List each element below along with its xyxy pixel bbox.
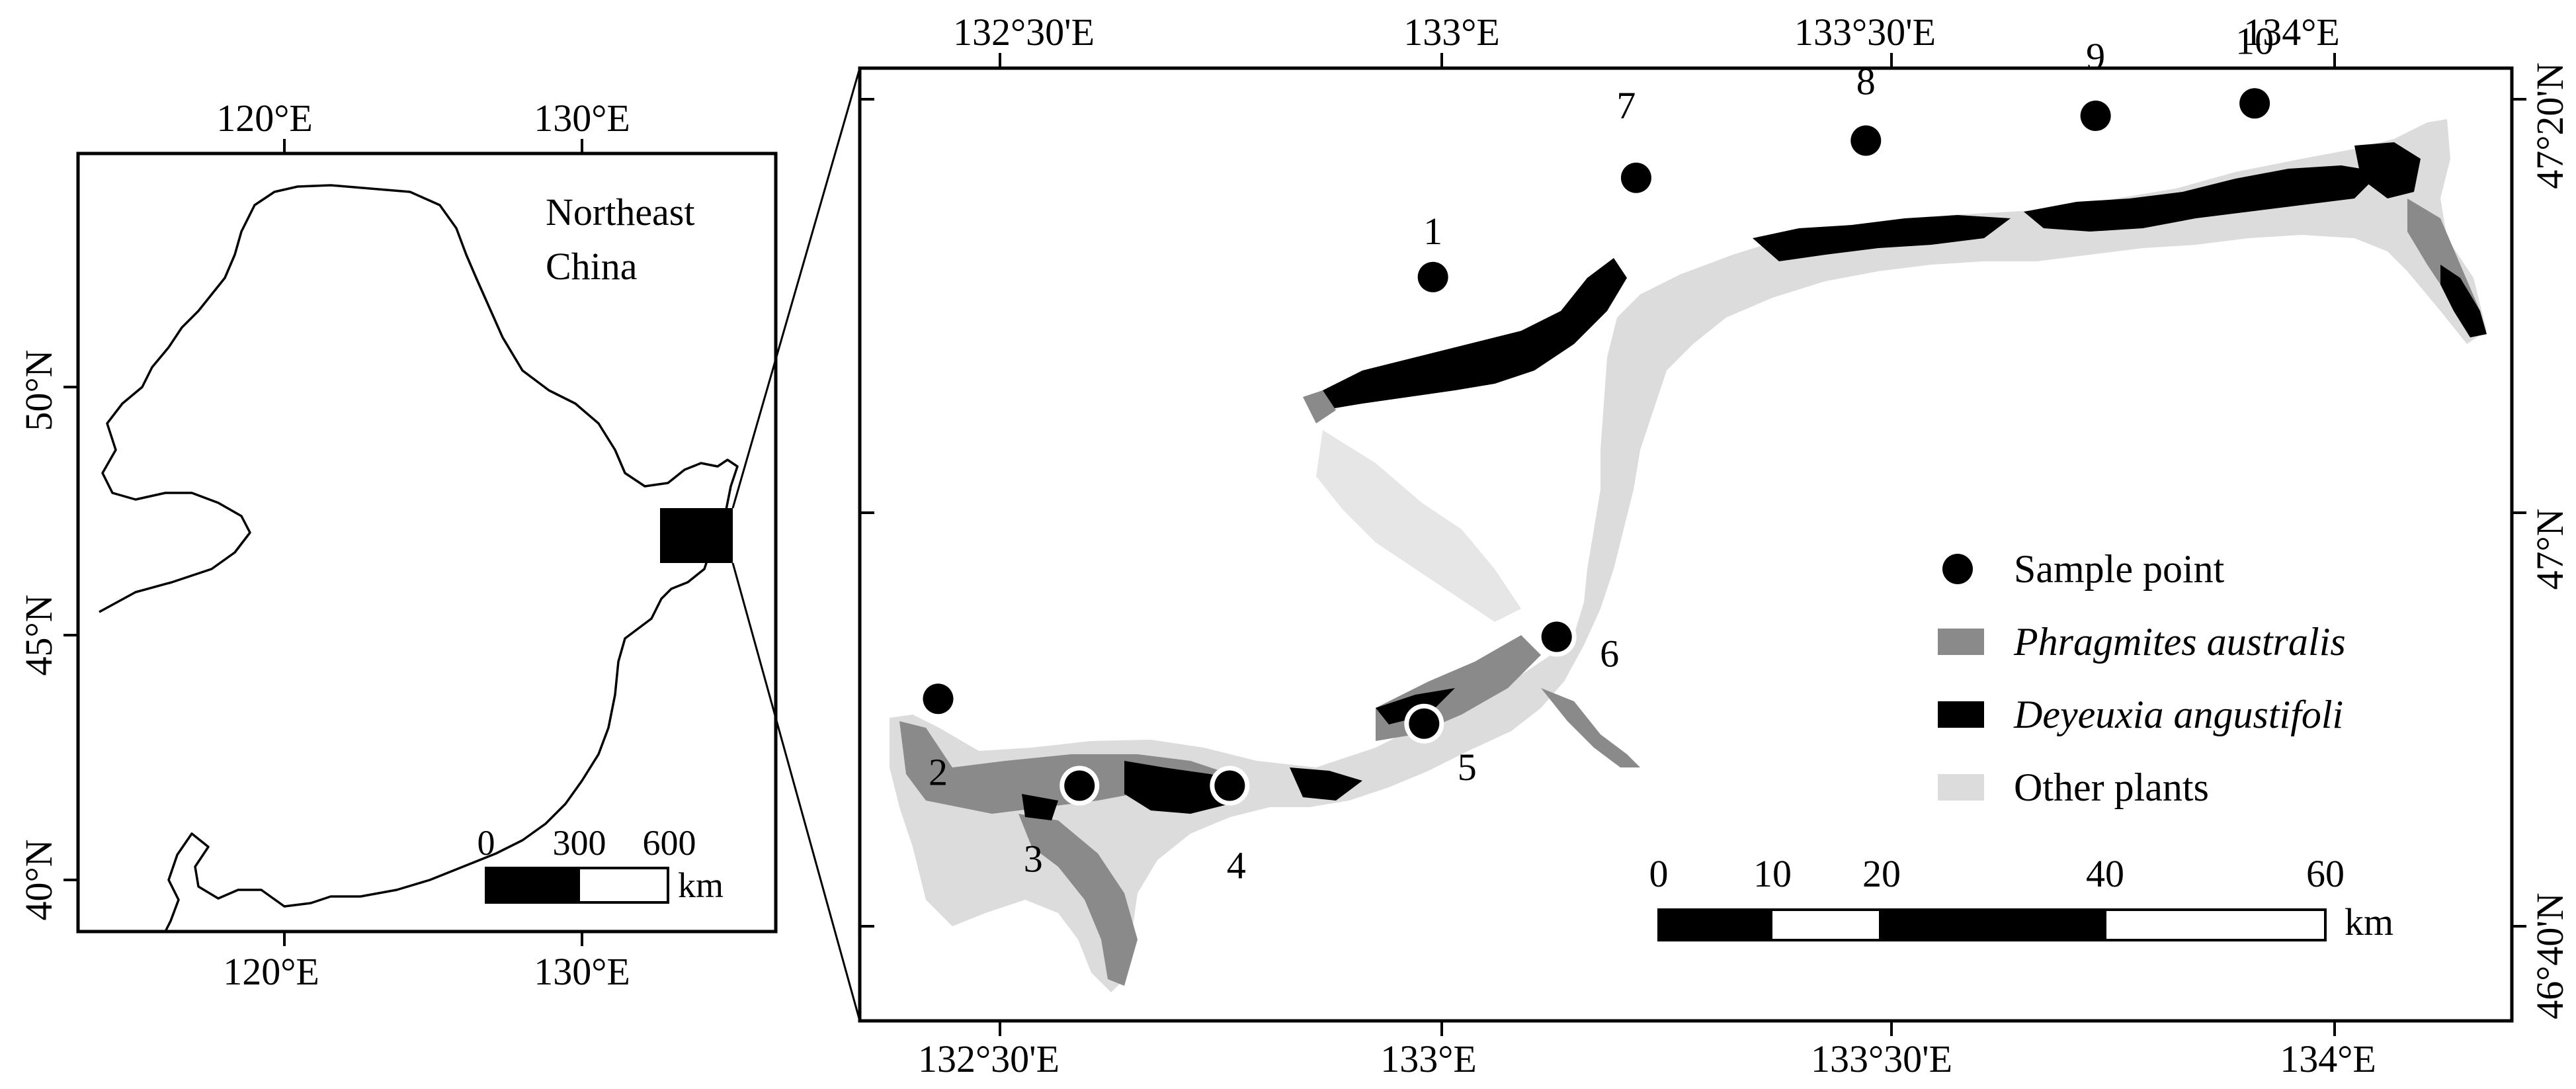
sample-point-8 <box>1850 125 1882 156</box>
deyeuxia-angustifoli-area <box>1290 767 1362 801</box>
detail-lon-tick-label: 132°30'E <box>953 11 1095 54</box>
overview-scale-bar: 0 300 600 km <box>478 823 724 905</box>
deyeuxia-angustifoli-area <box>1022 794 1058 820</box>
sample-point-1 <box>1417 261 1448 292</box>
deyeuxia-angustifoli-area <box>1124 761 1243 814</box>
sample-point-label: 7 <box>1616 84 1636 127</box>
legend-swatch-point <box>1942 554 1973 584</box>
scale-unit-label: km <box>678 865 724 905</box>
sample-point-label: 3 <box>1024 838 1043 881</box>
legend-label: Other plants <box>2014 765 2209 809</box>
deyeuxia-angustifoli-area <box>1309 258 1627 410</box>
legend-swatch-patch <box>1938 629 1984 655</box>
sample-point-7 <box>1620 162 1651 193</box>
scale-value-label: 10 <box>1753 852 1792 895</box>
wetland-vegetation <box>890 119 2487 992</box>
overview-lat-tick-label: 50°N <box>17 349 60 431</box>
sample-point-label: 5 <box>1458 746 1477 789</box>
scale-value-label: 600 <box>643 823 696 863</box>
sample-point-10 <box>2239 88 2270 119</box>
detail-lon-tick-label: 133°30'E <box>1811 1037 1952 1080</box>
region-label: China <box>546 245 638 288</box>
overview-lat-tick-label: 45°N <box>17 594 60 675</box>
phragmites-australis-area <box>1018 814 1138 986</box>
overview-lat-tick-label: 40°N <box>17 839 60 920</box>
sample-point-label: 4 <box>1227 844 1246 887</box>
sample-point-2 <box>923 683 954 715</box>
scale-value-label: 60 <box>2306 852 2345 895</box>
phragmites-australis-area <box>1541 688 1640 767</box>
detail-lon-tick-label: 133°30'E <box>1794 11 1936 54</box>
sample-point-4 <box>1214 770 1245 801</box>
overview-map-frame <box>76 152 778 934</box>
sample-point-label: 9 <box>2086 35 2105 78</box>
overview-lon-tick-label: 120°E <box>223 950 319 993</box>
overview-lon-tick-label: 120°E <box>216 97 313 140</box>
overview-lon-tick-label: 130°E <box>534 97 630 140</box>
northeast-china-outline <box>99 184 739 932</box>
sample-point-9 <box>2080 101 2111 131</box>
phragmites-australis-area <box>1303 390 1336 423</box>
region-label: Northeast <box>546 191 695 234</box>
sample-point-3 <box>1064 770 1095 801</box>
other-plants-area <box>1316 430 1521 622</box>
sample-point-label: 6 <box>1600 632 1619 675</box>
detail-lat-tick-label: 46°40'N <box>2528 893 2571 1020</box>
legend: Sample point Phragmites australis Deyeuxia… <box>1938 547 2346 809</box>
scale-value-label: 40 <box>2086 852 2124 895</box>
legend-swatch-patch <box>1938 701 1984 728</box>
sample-point-label: 2 <box>929 750 948 793</box>
sample-points: 1 2 3 4 5 6 7 8 9 10 <box>918 19 2275 887</box>
scale-value-label: 20 <box>1862 852 1901 895</box>
legend-label: Deyeuxia angustifoli <box>2013 693 2343 736</box>
deyeuxia-angustifoli-area <box>1753 215 2011 261</box>
detail-lon-tick-label: 134°E <box>2280 1037 2376 1080</box>
deyeuxia-angustifoli-area <box>2024 165 2381 232</box>
legend-swatch-patch <box>1938 774 1984 801</box>
sample-point-6 <box>1541 621 1572 652</box>
sample-point-5 <box>1409 708 1440 739</box>
study-area-marker <box>660 508 733 563</box>
legend-label: Phragmites australis <box>2013 620 2346 664</box>
detail-lat-tick-label: 47°20'N <box>2528 62 2571 189</box>
legend-label: Sample point <box>2014 547 2225 591</box>
scale-value-label: 0 <box>478 823 495 863</box>
other-plants-area <box>890 119 2487 992</box>
sample-point-label: 8 <box>1856 60 1876 103</box>
detail-lat-tick-label: 47°N <box>2528 508 2571 589</box>
detail-lon-tick-label: 132°30'E <box>918 1037 1059 1080</box>
detail-scale-bar: 0 10 20 40 60 km <box>1649 852 2394 943</box>
scale-unit-label: km <box>2345 900 2393 943</box>
detail-lon-tick-label: 133°E <box>1380 1037 1477 1080</box>
detail-map: 132°30'E 133°E 133°30'E 134°E 132°30'E 1… <box>858 11 2571 1080</box>
detail-lon-tick-label: 134°E <box>2243 11 2340 54</box>
scale-value-label: 300 <box>553 823 606 863</box>
overview-map: 120°E 130°E 120°E 130°E 50°N 45°N 40°N N… <box>17 97 778 993</box>
sample-point-label: 10 <box>2235 19 2274 62</box>
detail-lon-tick-label: 133°E <box>1403 11 1500 54</box>
connector-line <box>731 562 861 1022</box>
overview-lon-tick-label: 130°E <box>534 950 630 993</box>
deyeuxia-angustifoli-area <box>2440 265 2487 337</box>
connector-line <box>731 67 861 509</box>
scale-value-label: 0 <box>1649 852 1669 895</box>
sample-point-label: 1 <box>1423 210 1442 253</box>
deyeuxia-angustifoli-area <box>2354 142 2421 198</box>
